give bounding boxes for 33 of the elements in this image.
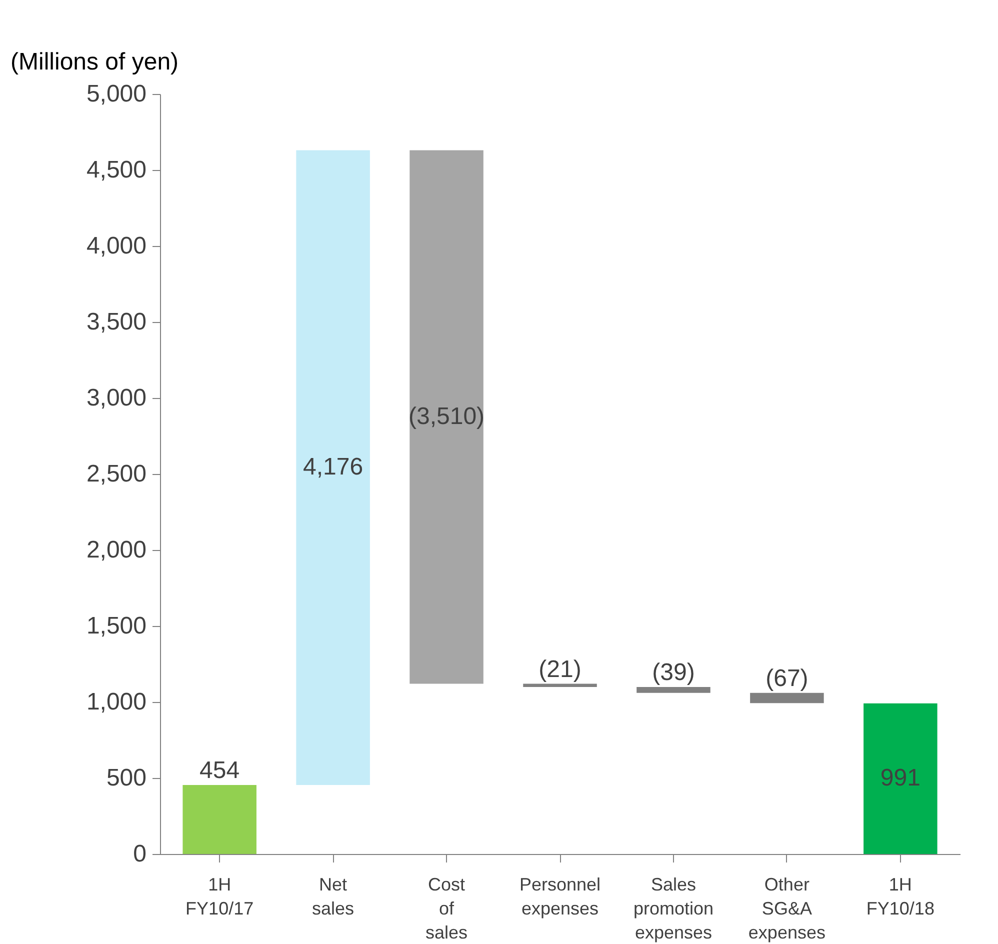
y-tick-label: 2,500 bbox=[86, 460, 146, 488]
y-tick-label: 1,000 bbox=[86, 688, 146, 716]
bar bbox=[750, 692, 824, 704]
x-tick-label: Personnel expenses bbox=[519, 874, 601, 918]
data-label: (21) bbox=[538, 656, 582, 683]
x-tick-label: Sales promotion expenses bbox=[633, 874, 714, 942]
x-tick-label: 1H FY10/17 bbox=[186, 874, 254, 918]
data-label: (67) bbox=[766, 664, 808, 692]
y-tick-label: 500 bbox=[106, 764, 146, 792]
bar bbox=[296, 150, 370, 785]
data-label: (39) bbox=[652, 658, 695, 686]
y-tick-label: 5,000 bbox=[86, 80, 146, 108]
x-tick-label: Net sales bbox=[312, 874, 354, 918]
bar bbox=[410, 150, 484, 684]
bar bbox=[864, 703, 938, 854]
y-tick-label: 0 bbox=[133, 840, 146, 868]
y-tick-label: 4,000 bbox=[86, 232, 146, 260]
y-axis-title: (Millions of yen) bbox=[10, 48, 179, 76]
bar bbox=[182, 784, 256, 854]
data-label: 4,176 bbox=[303, 454, 364, 481]
y-tick-label: 3,500 bbox=[86, 308, 146, 336]
bar bbox=[523, 684, 597, 687]
y-tick-label: 2,000 bbox=[86, 536, 146, 564]
y-tick-label: 4,500 bbox=[86, 156, 146, 184]
x-tick-label: Other SG&A expenses bbox=[748, 874, 826, 942]
x-tick-label: Cost of sales bbox=[426, 874, 468, 942]
bar bbox=[636, 686, 710, 693]
y-tick-label: 3,000 bbox=[86, 384, 146, 412]
x-tick-label: 1H FY10/18 bbox=[866, 874, 934, 918]
data-label: 991 bbox=[880, 764, 920, 792]
data-label: 454 bbox=[200, 756, 240, 784]
data-label: (3,510) bbox=[408, 403, 485, 430]
y-tick-label: 1,500 bbox=[86, 612, 146, 640]
